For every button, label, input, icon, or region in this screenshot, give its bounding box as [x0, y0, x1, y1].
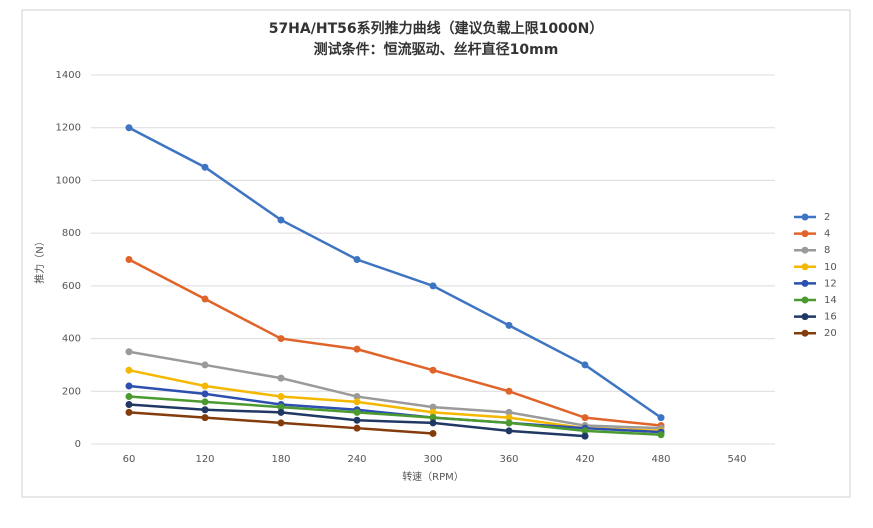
x-tick-label: 180 [271, 454, 290, 465]
marker [125, 393, 133, 401]
x-tick-label: 540 [727, 454, 746, 465]
marker [429, 429, 437, 437]
legend-label: 10 [824, 262, 837, 273]
legend-marker [801, 279, 809, 287]
marker [353, 393, 361, 401]
legend-marker [801, 313, 809, 321]
legend-marker [801, 230, 809, 238]
y-tick-label: 1200 [56, 123, 81, 134]
legend-marker [801, 213, 809, 221]
marker [125, 408, 133, 416]
marker [125, 366, 133, 374]
marker [201, 406, 209, 414]
marker [277, 374, 285, 382]
marker [429, 282, 437, 290]
series-line [128, 350, 662, 430]
marker [353, 424, 361, 432]
marker [581, 414, 589, 422]
legend-label: 16 [824, 312, 837, 323]
legend-label: 14 [824, 295, 837, 306]
legend-label: 8 [824, 245, 830, 256]
marker [125, 256, 133, 263]
marker [201, 414, 209, 422]
marker [505, 321, 513, 329]
chart-frame [21, 9, 851, 498]
marker [505, 427, 513, 435]
legend-label: 2 [824, 212, 830, 223]
marker [201, 295, 209, 303]
marker [581, 432, 589, 440]
x-tick-label: 120 [195, 454, 214, 465]
x-tick-label: 300 [423, 454, 442, 465]
marker [657, 414, 665, 422]
legend-marker [801, 263, 809, 271]
marker [505, 387, 513, 395]
marker [657, 431, 665, 439]
marker [277, 403, 285, 411]
marker [201, 390, 209, 398]
marker [353, 256, 361, 263]
marker [201, 361, 209, 369]
series-line [128, 126, 662, 419]
series-line [128, 384, 662, 434]
series-line [128, 395, 662, 437]
y-tick-label: 400 [62, 334, 81, 345]
marker [429, 408, 437, 416]
y-tick-label: 200 [62, 386, 81, 397]
marker [201, 398, 209, 406]
x-tick-label: 420 [575, 454, 594, 465]
chart-subtitle: 测试条件：恒流驱动、丝杆直径10mm [314, 41, 559, 58]
marker [125, 382, 133, 390]
y-axis-label: 推力（N） [33, 236, 46, 283]
marker [429, 403, 437, 411]
marker [353, 345, 361, 353]
x-tick-label: 360 [499, 454, 518, 465]
marker [201, 163, 209, 171]
marker [353, 416, 361, 424]
marker [125, 124, 133, 132]
legend-label: 20 [824, 328, 837, 339]
marker [353, 408, 361, 416]
series-line [128, 258, 662, 427]
marker [581, 361, 589, 369]
marker [353, 398, 361, 406]
legend-marker [801, 329, 809, 337]
marker [125, 400, 133, 408]
y-tick-label: 1400 [56, 70, 81, 81]
x-tick-label: 240 [347, 454, 366, 465]
marker [505, 419, 513, 427]
marker [277, 419, 285, 427]
marker [505, 408, 513, 416]
marker [505, 414, 513, 422]
marker [429, 414, 437, 422]
legend-label: 4 [824, 229, 830, 240]
legend-label: 12 [824, 278, 837, 289]
marker [429, 366, 437, 374]
y-tick-label: 0 [75, 439, 81, 450]
legend-marker [801, 296, 809, 304]
y-tick-label: 600 [62, 281, 81, 292]
y-tick-label: 800 [62, 228, 81, 239]
y-tick-label: 1000 [56, 175, 81, 186]
marker [201, 382, 209, 390]
marker [277, 393, 285, 401]
marker [277, 335, 285, 343]
chart-title: 57HA/HT56系列推力曲线（建议负载上限1000N） [269, 20, 604, 37]
legend-marker [801, 246, 809, 254]
marker [277, 408, 285, 416]
x-axis-label: 转速（RPM） [402, 470, 464, 483]
marker [581, 427, 589, 435]
marker [125, 348, 133, 356]
marker [429, 419, 437, 427]
x-tick-label: 480 [651, 454, 670, 465]
marker [277, 216, 285, 224]
x-tick-label: 60 [123, 454, 136, 465]
